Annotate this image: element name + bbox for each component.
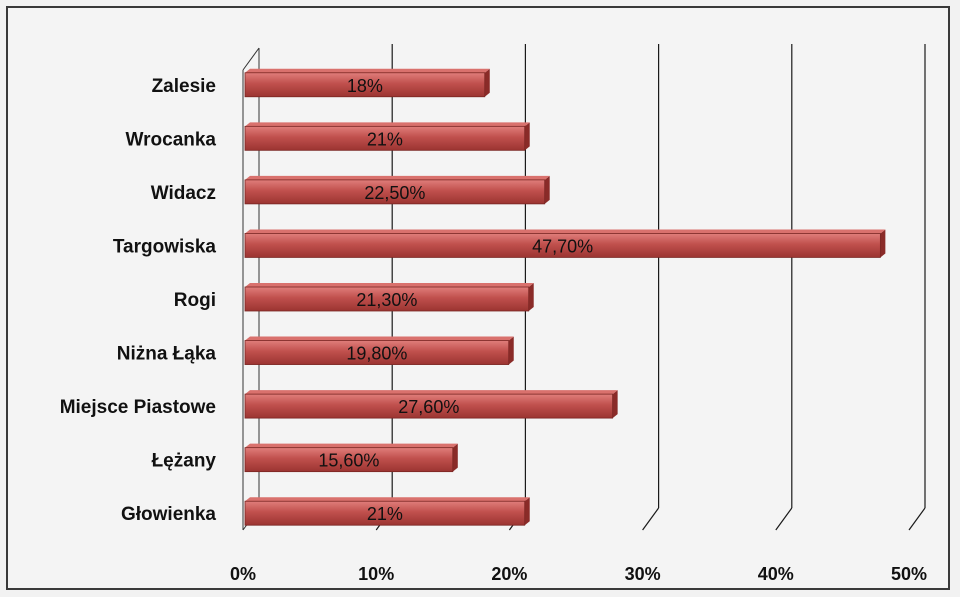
gridline-slant xyxy=(775,507,793,531)
bar xyxy=(244,340,510,365)
data-label: 19,80% xyxy=(346,344,407,364)
bar-end xyxy=(508,336,514,365)
bar-top xyxy=(245,175,550,180)
bar-end xyxy=(880,229,886,258)
bar-top xyxy=(245,390,618,395)
bar-top xyxy=(245,68,490,73)
category-label: Widacz xyxy=(151,183,216,204)
category-label: Wrocanka xyxy=(126,129,217,150)
data-label: 21% xyxy=(367,504,403,524)
bar-top xyxy=(245,497,530,502)
bar-top xyxy=(245,443,458,448)
bar xyxy=(244,393,614,419)
bar-end xyxy=(524,497,530,526)
data-label: 21% xyxy=(367,129,403,149)
bar xyxy=(244,447,454,473)
x-tick-label: 30% xyxy=(625,564,661,584)
x-tick-label: 20% xyxy=(491,564,527,584)
bar xyxy=(244,72,486,98)
category-label: Targowiska xyxy=(113,236,217,257)
x-tick-label: 0% xyxy=(230,564,256,584)
bar-end xyxy=(524,122,530,151)
category-label: Zalesie xyxy=(152,76,216,97)
data-label: 22,50% xyxy=(364,183,425,203)
category-label: Głowienka xyxy=(121,504,216,525)
x-tick-label: 40% xyxy=(758,564,794,584)
bar-top xyxy=(245,336,514,341)
data-label: 15,60% xyxy=(318,451,379,471)
bar-end xyxy=(484,68,490,97)
bar xyxy=(244,286,530,312)
category-label: Niżna Łąka xyxy=(117,344,217,365)
bar xyxy=(244,125,526,151)
x-tick-label: 50% xyxy=(891,564,927,584)
bar-top xyxy=(245,122,530,127)
bar xyxy=(244,233,881,258)
bar-end xyxy=(612,390,618,419)
bar-top xyxy=(245,283,534,287)
bar xyxy=(244,179,546,205)
bar-end xyxy=(528,283,534,311)
data-label: 27,60% xyxy=(398,397,459,417)
data-label: 18% xyxy=(347,76,383,96)
gridline-slant xyxy=(642,507,660,531)
bar xyxy=(244,500,526,526)
category-label: Rogi xyxy=(174,290,216,311)
y-axis-top xyxy=(242,47,260,71)
bar-end xyxy=(544,175,550,204)
gridline-slant xyxy=(908,507,926,531)
bar-top xyxy=(245,229,886,234)
bar-end xyxy=(452,443,458,472)
x-tick-label: 10% xyxy=(358,564,394,584)
category-label: Miejsce Piastowe xyxy=(60,397,216,418)
data-label: 47,70% xyxy=(532,236,593,256)
data-label: 21,30% xyxy=(356,290,417,310)
category-label: Łężany xyxy=(152,451,217,472)
